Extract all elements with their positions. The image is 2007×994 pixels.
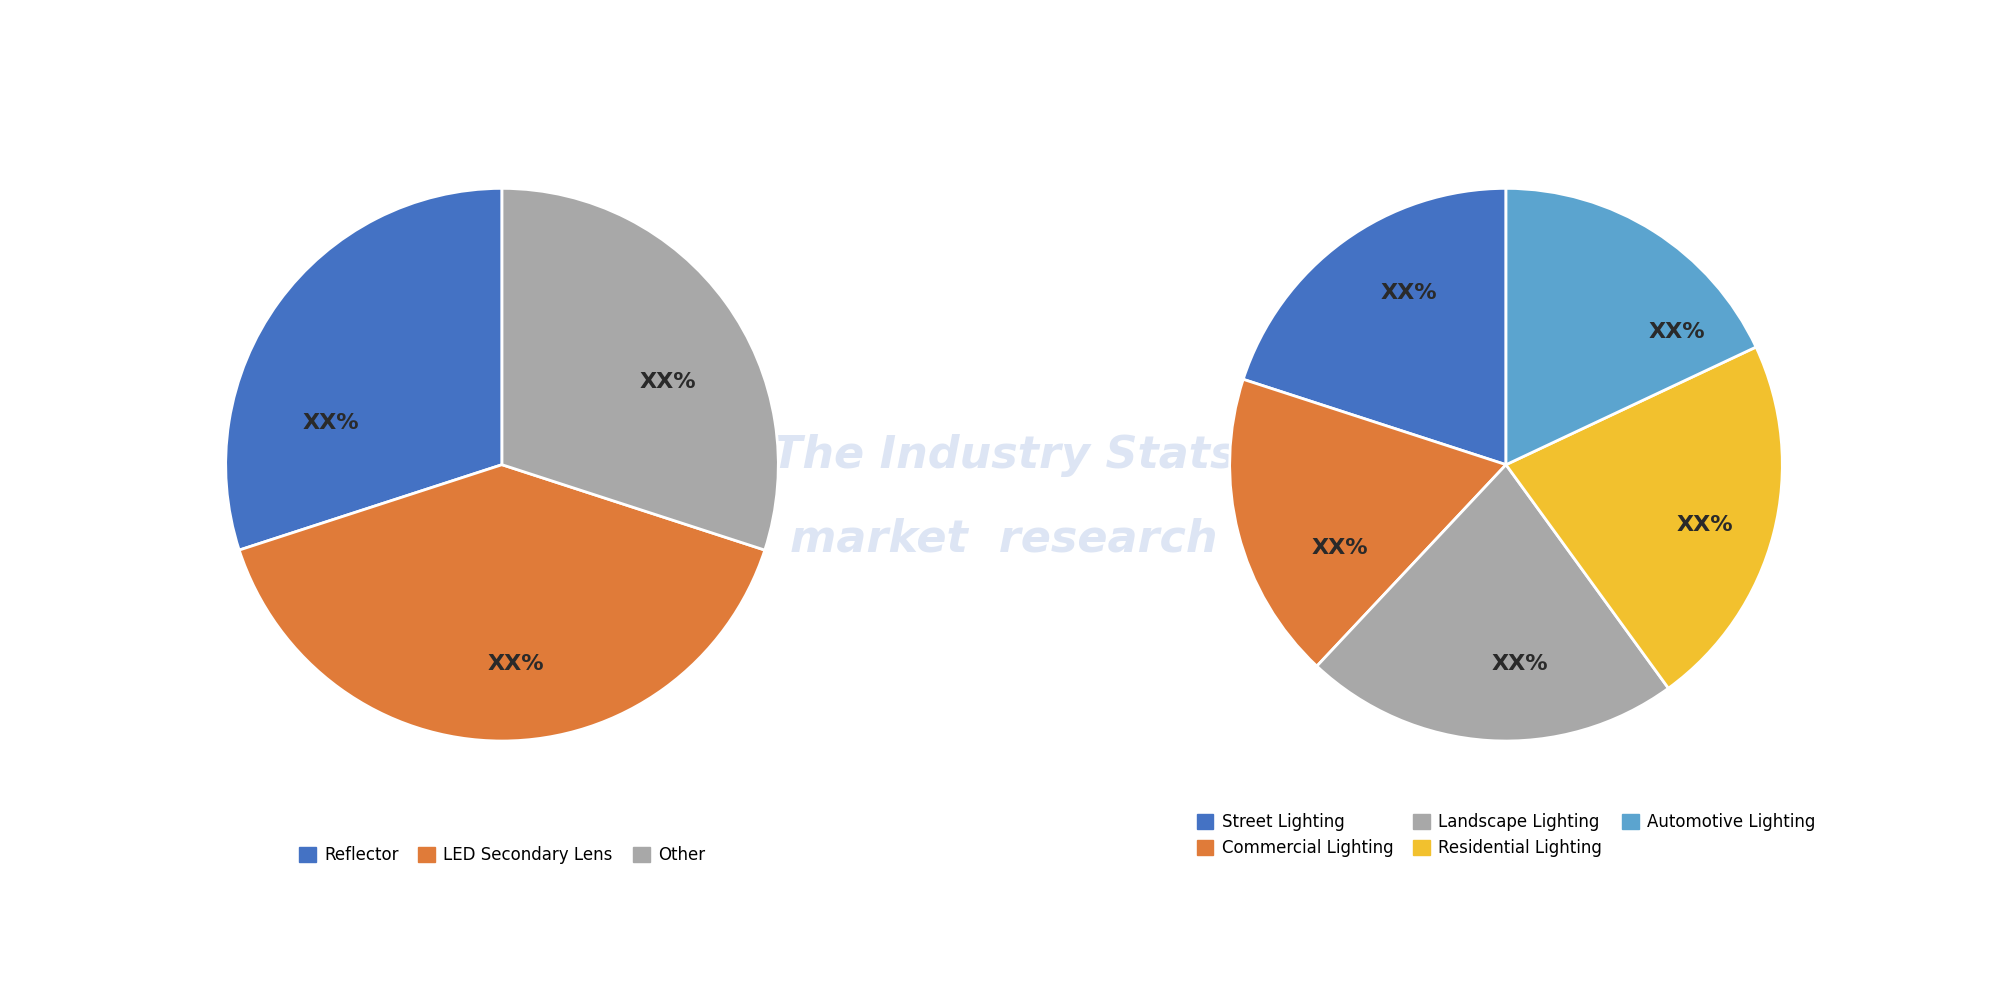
Legend: Street Lighting, Commercial Lighting, Landscape Lighting, Residential Lighting, : Street Lighting, Commercial Lighting, La… bbox=[1190, 806, 1820, 864]
Wedge shape bbox=[1505, 347, 1782, 688]
Wedge shape bbox=[1317, 464, 1668, 741]
Wedge shape bbox=[1242, 188, 1505, 464]
Text: XX%: XX% bbox=[1648, 322, 1704, 342]
Text: The Industry Stats
market  research: The Industry Stats market research bbox=[771, 433, 1236, 561]
Wedge shape bbox=[1228, 380, 1505, 666]
Text: XX%: XX% bbox=[1381, 283, 1437, 303]
Text: XX%: XX% bbox=[1491, 654, 1547, 674]
Text: XX%: XX% bbox=[488, 654, 544, 674]
Wedge shape bbox=[1505, 188, 1756, 464]
Wedge shape bbox=[239, 464, 765, 742]
Legend: Reflector, LED Secondary Lens, Other: Reflector, LED Secondary Lens, Other bbox=[293, 839, 710, 871]
Text: Email: sales@theindustrystats.com: Email: sales@theindustrystats.com bbox=[827, 942, 1180, 961]
Text: Fig. Global LED Secondary Optics Market Share by Product Types & Application: Fig. Global LED Secondary Optics Market … bbox=[24, 35, 1383, 65]
Text: Source: Theindustrystats Analysis: Source: Theindustrystats Analysis bbox=[30, 942, 375, 961]
Text: XX%: XX% bbox=[1311, 538, 1369, 558]
Text: XX%: XX% bbox=[303, 414, 359, 433]
Text: Website: www.theindustrystats.com: Website: www.theindustrystats.com bbox=[1610, 942, 1977, 961]
Wedge shape bbox=[502, 188, 779, 550]
Text: XX%: XX% bbox=[1676, 516, 1732, 536]
Wedge shape bbox=[225, 188, 502, 550]
Text: XX%: XX% bbox=[638, 372, 696, 392]
